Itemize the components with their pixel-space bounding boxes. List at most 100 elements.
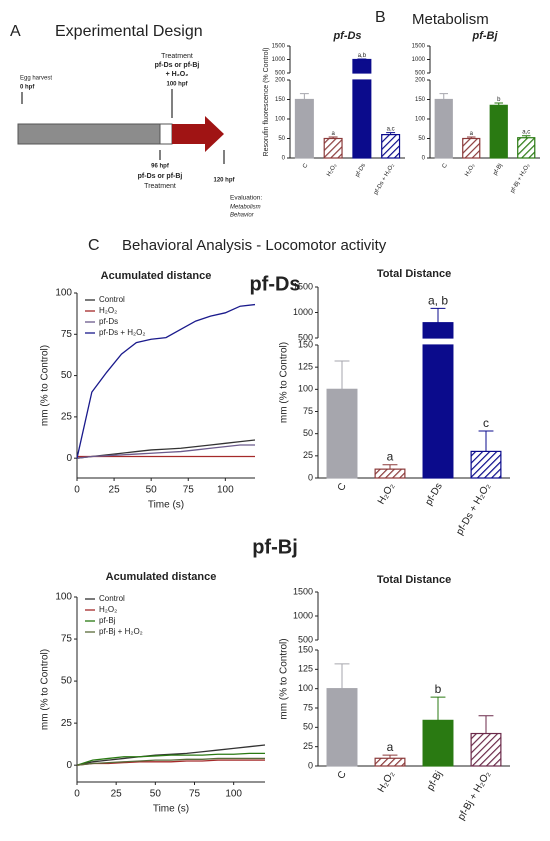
- significance-label: c: [483, 416, 489, 430]
- y-tick-label: 500: [298, 332, 313, 342]
- x-tick-label: pf-Bj + H₂O₂: [510, 162, 532, 194]
- y-tick-label: 1500: [293, 586, 313, 596]
- y-tick-label: 1500: [293, 281, 313, 291]
- error-bar: [334, 663, 350, 689]
- panel-label: A: [10, 23, 21, 40]
- y-tick-label: 125: [298, 362, 313, 372]
- x-tick-label: H₂O₂: [464, 162, 476, 177]
- design-label: pf-Ds or pf-Bj: [155, 62, 200, 69]
- x-tick-label: pf-Bj + H₂O₂: [456, 769, 493, 822]
- bar: [470, 450, 502, 479]
- chart-title: pf-Ds: [332, 30, 361, 42]
- x-tick-label: C: [441, 162, 449, 169]
- y-tick-label: 200: [275, 78, 286, 84]
- y-axis-label: mm (% to Control): [279, 342, 290, 423]
- x-axis-label: Time (s): [153, 804, 189, 815]
- design-label: Treatment: [144, 183, 176, 190]
- timeline: [17, 123, 161, 145]
- y-tick-label: 1000: [412, 57, 426, 63]
- design-label: + H₂O₂: [166, 71, 189, 78]
- legend-label: pf-Bj + H₂O₂: [99, 627, 143, 636]
- chart-title: Acumulated distance: [101, 270, 212, 282]
- x-tick-label: C: [336, 769, 349, 781]
- design-label: Egg harvest: [20, 76, 52, 82]
- bar: [326, 388, 358, 479]
- x-tick-label: 0: [74, 789, 80, 800]
- y-tick-label: 50: [278, 136, 285, 142]
- x-axis-label: Time (s): [148, 500, 184, 511]
- bar: [422, 322, 454, 339]
- x-tick-label: pf-Bj: [492, 163, 503, 177]
- panel-label: C: [88, 237, 100, 254]
- y-tick-label: 50: [303, 428, 313, 438]
- error-bar: [328, 136, 338, 139]
- design-label: 100 hpf: [166, 82, 188, 88]
- error-bar: [357, 58, 367, 60]
- bar: [517, 137, 536, 159]
- chart-title: Total Distance: [377, 268, 451, 280]
- design-label: 0 hpf: [20, 85, 35, 91]
- x-tick-label: pf-Ds + H₂O₂: [373, 162, 396, 196]
- y-tick-label: 75: [61, 329, 73, 340]
- y-axis-label: mm (% to Control): [279, 638, 290, 719]
- legend-label: H₂O₂: [99, 306, 117, 315]
- y-tick-label: 100: [275, 117, 286, 123]
- x-tick-label: H₂O₂: [376, 769, 397, 794]
- y-tick-label: 500: [415, 71, 426, 77]
- error-bar: [494, 102, 504, 106]
- legend-label: pf-Bj: [99, 616, 116, 625]
- series-line: [76, 439, 256, 459]
- timeline: [159, 123, 173, 145]
- significance-label: a: [331, 131, 335, 137]
- error-bar: [466, 136, 476, 139]
- x-tick-label: pf-Ds: [355, 163, 367, 178]
- y-tick-label: 100: [415, 117, 426, 123]
- y-tick-label: 0: [308, 472, 313, 482]
- significance-label: b: [497, 97, 501, 103]
- significance-label: a: [470, 131, 474, 137]
- design-label: Metabolism: [230, 205, 261, 211]
- series-line: [76, 744, 266, 766]
- y-tick-label: 50: [61, 676, 73, 687]
- y-tick-label: 150: [298, 339, 313, 349]
- bar: [422, 719, 454, 767]
- error-bar: [386, 132, 396, 135]
- design-label: Behavior: [230, 213, 255, 219]
- y-tick-label: 1000: [293, 307, 313, 317]
- bar: [470, 732, 502, 767]
- legend-label: pf-Ds: [99, 317, 118, 326]
- x-tick-label: pf-Bj: [425, 769, 445, 792]
- y-tick-label: 25: [303, 741, 313, 751]
- series-line: [76, 759, 265, 766]
- design-label: 120 hpf: [213, 178, 235, 184]
- legend-label: pf-Ds + H₂O₂: [99, 328, 145, 337]
- design-label: Evaluation:: [230, 195, 262, 202]
- y-tick-label: 100: [55, 288, 72, 299]
- error-bar: [382, 754, 398, 759]
- significance-label: a: [387, 740, 394, 754]
- y-tick-label: 150: [275, 97, 286, 103]
- y-tick-label: 25: [303, 450, 313, 460]
- x-tick-label: pf-Ds + H₂O₂: [454, 481, 493, 537]
- design-label: Treatment: [161, 53, 193, 60]
- x-tick-label: C: [336, 481, 349, 493]
- y-tick-label: 0: [308, 760, 313, 770]
- y-tick-label: 50: [61, 370, 73, 381]
- bar: [326, 688, 358, 767]
- y-tick-label: 25: [61, 412, 73, 423]
- panel-title: Behavioral Analysis - Locomotor activity: [122, 237, 387, 254]
- y-tick-label: 25: [61, 718, 73, 729]
- y-tick-label: 100: [55, 592, 72, 603]
- error-bar: [382, 464, 398, 470]
- y-tick-label: 150: [415, 97, 426, 103]
- y-tick-label: 1500: [412, 44, 426, 50]
- y-tick-label: 100: [298, 683, 313, 693]
- significance-label: b: [435, 682, 442, 696]
- legend-label: H₂O₂: [99, 605, 117, 614]
- y-tick-label: 0: [66, 760, 72, 771]
- x-tick-label: 0: [74, 485, 80, 496]
- x-tick-label: 50: [146, 485, 158, 496]
- series-line: [76, 752, 265, 766]
- y-tick-label: 75: [303, 406, 313, 416]
